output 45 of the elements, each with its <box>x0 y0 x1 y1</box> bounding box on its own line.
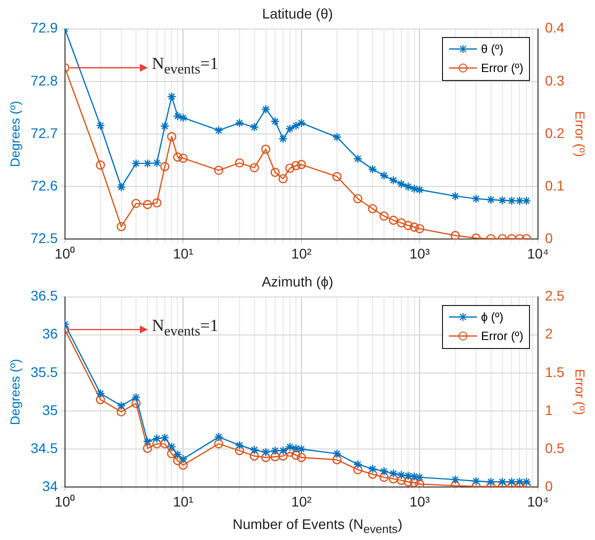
x-tick-label: 10⁰ <box>54 245 76 262</box>
y2-axis-title: Error (º) <box>572 369 588 415</box>
y-tick-label: 72.5 <box>30 230 58 246</box>
y-tick-label: 72.6 <box>30 177 58 194</box>
y2-tick-label: 0.2 <box>544 124 565 141</box>
x-tick-label: 10⁴ <box>527 493 549 510</box>
x-tick-label: 10³ <box>410 493 430 510</box>
y2-tick-label: 0.5 <box>544 440 565 456</box>
y-axis-title: Degrees (º) <box>7 358 22 426</box>
y-axis-title: Degrees (º) <box>7 100 22 168</box>
y2-tick-label: 0.1 <box>544 177 565 194</box>
y-tick-label: 34 <box>42 478 58 494</box>
legend-label: Error (º) <box>480 329 524 344</box>
x-tick-label: 10³ <box>410 245 430 262</box>
legend-label: θ (º) <box>480 42 504 56</box>
y-tick-label: 36 <box>42 326 58 342</box>
y2-tick-label: 0 <box>544 230 553 246</box>
y-tick-label: 35.5 <box>30 364 58 380</box>
y-tick-label: 72.8 <box>30 72 58 88</box>
y2-tick-label: 0.4 <box>544 20 565 36</box>
chart-title: Latitude (θ) <box>262 5 333 22</box>
x-axis-title: Number of Events (N$_{events}$) <box>232 516 404 536</box>
x-tick-label: 10¹ <box>173 493 194 510</box>
y-tick-label: 36.5 <box>30 288 58 304</box>
y-tick-label: 72.7 <box>30 124 58 141</box>
y2-tick-label: 1 <box>544 402 553 418</box>
y2-tick-label: 2.5 <box>544 288 565 304</box>
y2-tick-label: 0.3 <box>544 72 565 88</box>
x-tick-label: 10² <box>291 245 312 262</box>
annotation: N$_{events}$=1 <box>152 54 218 78</box>
y2-axis-title: Error (º) <box>572 111 588 157</box>
y2-tick-label: 2 <box>544 326 553 342</box>
x-tick-label: 10⁴ <box>527 245 549 262</box>
y2-tick-label: 1.5 <box>544 364 565 380</box>
legend-label: Error (º) <box>480 61 524 76</box>
x-tick-label: 10¹ <box>173 245 194 262</box>
x-tick-label: 10⁰ <box>54 493 76 510</box>
y-tick-label: 72.9 <box>30 20 58 36</box>
y-tick-label: 34.5 <box>30 440 58 456</box>
y2-tick-label: 0 <box>544 478 553 494</box>
legend-label: ϕ (º) <box>480 310 504 324</box>
x-tick-label: 10² <box>291 493 312 510</box>
annotation: N$_{events}$=1 <box>152 316 218 340</box>
chart-title: Azimuth (ϕ) <box>262 273 334 290</box>
y-tick-label: 35 <box>42 402 58 418</box>
